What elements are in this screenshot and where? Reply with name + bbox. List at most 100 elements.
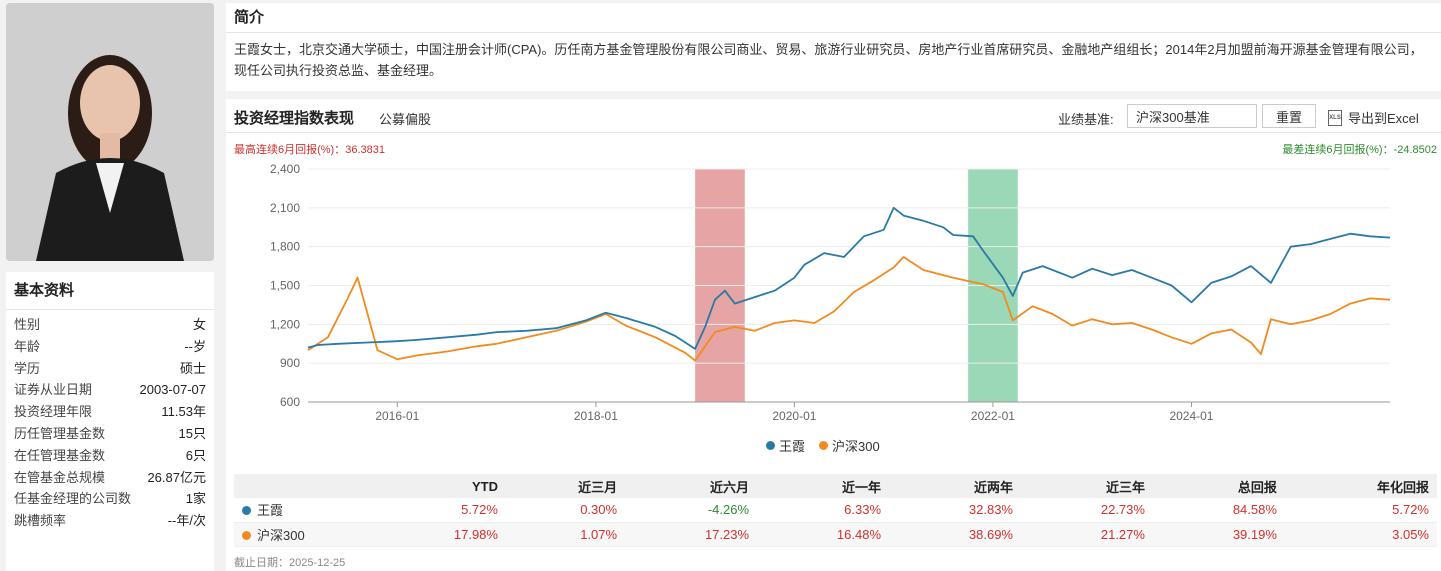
- benchmark-input[interactable]: [1127, 104, 1257, 128]
- row-name-cell: 沪深300: [234, 522, 374, 547]
- basic-info-key: 年龄: [14, 338, 41, 354]
- series-dot-icon: [242, 506, 251, 516]
- return-cell: 39.19%: [1152, 522, 1285, 547]
- table-header-cell: 近三月: [505, 474, 626, 498]
- basic-info-value: 2003-07-07: [139, 382, 207, 398]
- series-dot-icon: [242, 530, 251, 540]
- chart-legend: 王霞 沪深300: [766, 436, 880, 455]
- basic-info-value: 26.87亿元: [147, 469, 206, 485]
- intro-panel: 简介 王霞女士，北京交通大学硕士，中国注册会计师(CPA)。历任南方基金管理股份…: [226, 3, 1441, 91]
- row-name: 沪深300: [257, 527, 305, 543]
- series-line: [307, 206, 1391, 350]
- row-name-cell: 王霞: [234, 498, 374, 523]
- basic-info-row: 任基金经理的公司数 1家: [14, 488, 206, 510]
- return-cell: 3.05%: [1284, 522, 1437, 547]
- basic-info-key: 历任管理基金数: [14, 425, 106, 441]
- legend-dot-icon: [819, 441, 829, 450]
- table-header-cell: YTD: [374, 474, 506, 498]
- return-cell: 22.73%: [1020, 498, 1153, 523]
- x-tick-label: 2018-01: [574, 409, 618, 423]
- basic-info-row: 性别 女: [14, 314, 206, 336]
- return-cell: 16.48%: [757, 522, 890, 547]
- series-line: [307, 256, 1391, 362]
- legend-item[interactable]: 王霞: [766, 436, 805, 455]
- benchmark-label: 业绩基准:: [1058, 112, 1114, 127]
- legend-item[interactable]: 沪深300: [819, 436, 880, 455]
- legend-dot-icon: [766, 441, 775, 450]
- legend-label: 王霞: [779, 439, 806, 454]
- basic-info-value: --岁: [184, 338, 206, 354]
- basic-info-title: 基本资料: [6, 272, 214, 310]
- basic-info-key: 性别: [14, 317, 41, 332]
- basic-info-value: 6只: [185, 447, 206, 463]
- table-header-cell: 近一年: [757, 474, 890, 498]
- return-cell: 84.58%: [1152, 498, 1285, 523]
- min-return-stat: 最差连续6月回报(%)：-24.8502: [1282, 144, 1437, 156]
- table-header-cell: 年化回报: [1284, 474, 1437, 498]
- basic-info-value: 1家: [185, 491, 206, 507]
- basic-info-key: 在管基金总规模: [14, 469, 106, 485]
- performance-title: 投资经理指数表现: [234, 110, 355, 127]
- manager-photo: [6, 3, 214, 261]
- basic-info-key: 任基金经理的公司数: [14, 491, 132, 507]
- performance-chart: 600 900 1,200 1,500 1,800 2,100 2,400 2016-01 20…: [270, 162, 1391, 423]
- basic-info-row: 在任管理基金数 6只: [14, 445, 206, 467]
- table-header-cell: 近六月: [625, 474, 758, 498]
- basic-info-key: 在任管理基金数: [14, 447, 106, 463]
- cutoff-date: 截止日期：2025-12-25: [234, 557, 346, 569]
- y-tick-label: 2,100: [270, 201, 300, 215]
- table-header-cell: [234, 474, 374, 498]
- y-tick-label: 1,500: [270, 279, 300, 293]
- table-row: 沪深300 17.98% 1.07% 17.23% 16.48% 38.69% 21.27%…: [234, 522, 1437, 547]
- return-cell: 17.98%: [374, 522, 506, 547]
- legend-label: 沪深300: [832, 439, 880, 454]
- y-tick-label: 900: [280, 356, 300, 370]
- return-cell: 1.07%: [505, 522, 626, 547]
- x-tick-label: 2016-01: [375, 409, 419, 423]
- y-tick-label: 1,800: [270, 240, 300, 254]
- return-cell: 38.69%: [889, 522, 1021, 547]
- table-header-cell: 近三年: [1020, 474, 1153, 498]
- row-name: 王霞: [257, 503, 284, 519]
- basic-info-value: 11.53年: [161, 404, 206, 420]
- table-header-cell: 近两年: [889, 474, 1021, 498]
- basic-info-row: 投资经理年限 11.53年: [14, 401, 206, 423]
- max-return-stat: 最高连续6月回报(%)：36.3831: [234, 144, 385, 156]
- basic-info-row: 证券从业日期 2003-07-07: [14, 379, 206, 401]
- intro-title: 简介: [226, 3, 1441, 33]
- return-cell: 0.30%: [505, 498, 626, 523]
- basic-info-row: 在管基金总规模 26.87亿元: [14, 467, 206, 489]
- export-excel-button[interactable]: XLS 导出到Excel: [1328, 108, 1419, 127]
- returns-table: YTD 近三月 近六月 近一年 近两年 近三年 总回报 年化回报 王霞 5.72% 0.30% -4…: [234, 474, 1437, 547]
- return-cell: 5.72%: [374, 498, 506, 523]
- table-row: 王霞 5.72% 0.30% -4.26% 6.33% 32.83% 22.73% 84.58…: [234, 498, 1437, 523]
- return-cell: 21.27%: [1020, 522, 1153, 547]
- basic-info-key: 学历: [14, 360, 41, 376]
- basic-info-row: 历任管理基金数 15只: [14, 423, 206, 445]
- return-cell: 17.23%: [625, 522, 758, 547]
- basic-info-key: 跳槽频率: [14, 513, 67, 529]
- reset-button[interactable]: 重置: [1262, 104, 1316, 128]
- basic-info-value: 女: [192, 317, 206, 332]
- basic-info-row: 学历 硕士: [14, 358, 206, 380]
- basic-info-row: 跳槽频率 --年/次: [14, 510, 206, 532]
- return-cell: 6.33%: [757, 498, 890, 523]
- basic-info-row: 年龄 --岁: [14, 336, 206, 358]
- basic-info-panel: 基本资料 性别 女年龄 --岁学历 硕士证券从业日期 2003-07-07 投资经理年限 1…: [6, 272, 214, 571]
- return-cell: 32.83%: [889, 498, 1021, 523]
- y-tick-label: 2,400: [270, 162, 300, 176]
- x-tick-label: 2022-01: [971, 409, 1015, 423]
- intro-text: 王霞女士，北京交通大学硕士，中国注册会计师(CPA)。历任南方基金管理股份有限公…: [234, 42, 1423, 78]
- basic-info-key: 证券从业日期: [14, 382, 93, 398]
- return-cell: -4.26%: [625, 498, 758, 523]
- y-tick-label: 600: [280, 395, 300, 409]
- y-tick-label: 1,200: [270, 317, 300, 331]
- basic-info-value: 硕士: [179, 360, 206, 376]
- x-tick-label: 2020-01: [772, 409, 816, 423]
- table-header-cell: 总回报: [1152, 474, 1285, 498]
- basic-info-value: --年/次: [167, 513, 206, 529]
- return-cell: 5.72%: [1284, 498, 1437, 523]
- x-tick-label: 2024-01: [1169, 409, 1213, 423]
- basic-info-value: 15只: [178, 425, 206, 441]
- performance-subtitle: 公募偏股: [379, 112, 432, 127]
